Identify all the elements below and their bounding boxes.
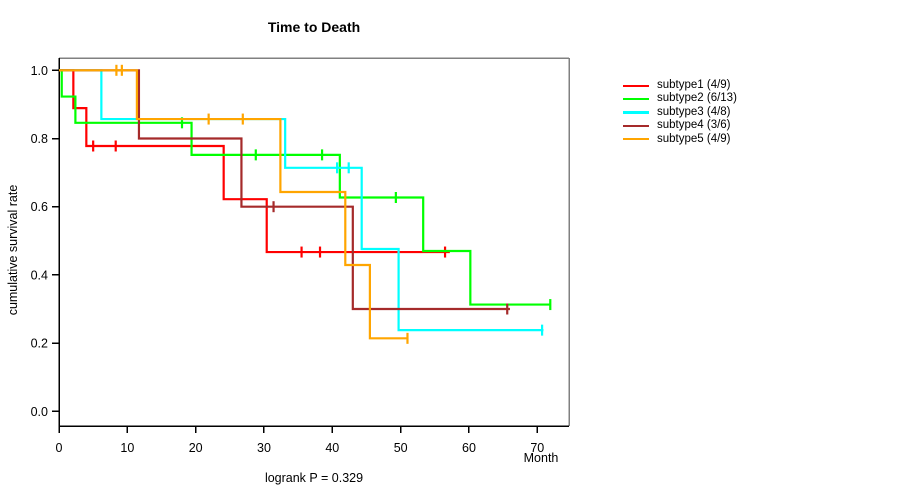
legend-item-subtype1: subtype1 (4/9) xyxy=(623,79,737,92)
survival-curve-subtype5 xyxy=(59,69,409,340)
legend-line-swatch xyxy=(623,97,649,101)
axes: 0.0 0.2 0.4 0.6 0.8 1.0 0 10 20 30 40 50 60 70 xyxy=(31,57,570,455)
y-axis-label: cumulative survival rate xyxy=(6,184,20,316)
chart-title: Time to Death xyxy=(267,19,361,35)
legend-label: subtype1 (4/9) xyxy=(657,79,731,91)
x-tick-label: 40 xyxy=(325,441,339,455)
survival-curve-subtype4 xyxy=(59,69,510,311)
x-tick-label: 20 xyxy=(189,441,203,455)
legend-item-subtype5: subtype5 (4/9) xyxy=(623,133,737,146)
y-tick-label: 0.6 xyxy=(31,200,48,214)
legend-line-swatch xyxy=(623,84,649,87)
x-tick-label: 30 xyxy=(257,441,271,455)
logrank-annotation: logrank P = 0.329 xyxy=(264,471,364,485)
legend-item-subtype2: subtype2 (6/13) xyxy=(623,92,737,105)
legend-item-subtype3: subtype3 (4/8) xyxy=(623,106,737,119)
x-tick-label: 50 xyxy=(394,441,408,455)
survival-curve-subtype1 xyxy=(59,69,450,254)
survival-curve-subtype2 xyxy=(59,69,551,306)
censor-marks-subtype2 xyxy=(180,117,552,311)
legend-item-subtype4: subtype4 (3/6) xyxy=(623,119,737,132)
legend-label: subtype2 (6/13) xyxy=(657,92,737,105)
y-tick-label: 0.2 xyxy=(31,337,48,351)
censor-marks-subtype4 xyxy=(272,201,509,315)
x-tick-label: 60 xyxy=(462,441,476,455)
survival-curve-subtype3 xyxy=(59,69,544,332)
y-tick-label: 0.0 xyxy=(31,405,48,419)
y-tick-label: 0.4 xyxy=(31,268,48,282)
legend: subtype1 (4/9) subtype2 (6/13) subtype3 (4… xyxy=(623,79,737,146)
x-axis-label: Month xyxy=(523,451,559,465)
y-tick-label: 1.0 xyxy=(31,64,48,78)
x-tick-label: 70 xyxy=(530,441,544,455)
censor-marks-subtype3 xyxy=(335,162,544,336)
legend-line-swatch xyxy=(623,111,649,114)
legend-label: subtype5 (4/9) xyxy=(657,132,731,145)
legend-label: subtype4 (3/6) xyxy=(657,119,731,132)
legend-line-swatch xyxy=(623,124,649,127)
legend-label: subtype3 (4/8) xyxy=(657,105,731,118)
x-tick-label: 10 xyxy=(120,441,134,455)
x-tick-label: 0 xyxy=(56,441,63,455)
legend-line-swatch xyxy=(623,138,649,141)
censor-marks-subtype5 xyxy=(115,64,409,344)
y-tick-label: 0.8 xyxy=(31,132,48,146)
censor-marks-subtype1 xyxy=(92,140,447,258)
